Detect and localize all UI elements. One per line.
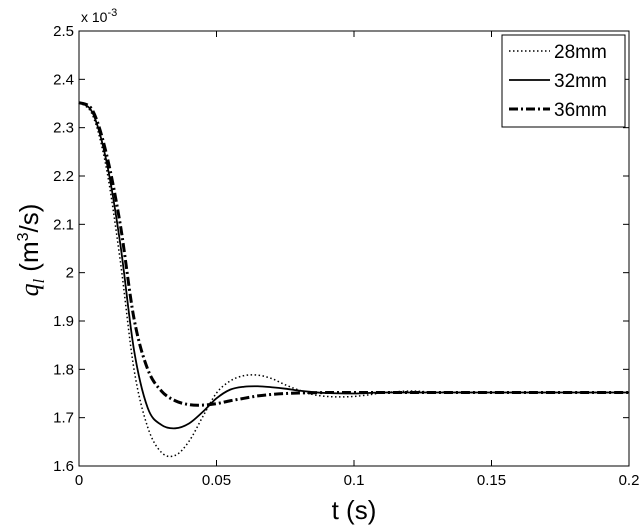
y-tick-label: 2.3 [53,120,74,137]
y-tick-label: 1.8 [53,361,74,378]
y-tick-label: 1.9 [53,313,74,330]
x-tick-label: 0.15 [477,472,506,489]
y-axis-unit-pre: (m [14,241,44,279]
y-tick-label: 1.7 [53,410,74,427]
x-axis-ticks: 0 0.05 0.1 0.15 0.2 [75,31,640,489]
series-line-36mm [78,101,629,407]
y-axis-var: q [15,283,44,296]
x-axis-title: t (s) [332,495,377,525]
series-line-32mm [78,101,629,430]
series-line-28mm [78,101,630,458]
y-axis-unit-sup: 3 [15,232,32,241]
y-axis-title: ql (m3/s) [14,204,48,297]
legend-label-28mm: 28mm [554,42,607,63]
y-axis-ticks: 1.6 1.7 1.8 1.9 2 2.1 2.2 2.3 2.4 2.5 [53,23,629,475]
y-tick-label: 2 [66,265,74,282]
legend-label-32mm: 32mm [554,71,607,92]
legend-label-36mm: 36mm [554,100,607,121]
x-tick-label: 0.05 [202,472,231,489]
y-multiplier-label: x 10-3 [81,7,117,25]
y-tick-label: 2.5 [53,23,74,40]
y-tick-label: 1.6 [53,458,74,475]
y-tick-label: 2.4 [53,71,74,88]
y-multiplier-base: x 10 [81,9,108,25]
x-tick-label: 0.1 [344,472,365,489]
y-axis-unit-post: /s) [14,204,44,233]
y-multiplier-exponent: -3 [107,7,117,19]
y-tick-label: 2.2 [53,168,74,185]
series-lines [78,101,630,458]
x-tick-label: 0 [75,472,83,489]
x-tick-label: 0.2 [619,472,640,489]
legend: 28mm 32mm 36mm [501,34,626,128]
y-tick-label: 2.1 [53,216,74,233]
y-axis-sub: l [31,278,48,283]
